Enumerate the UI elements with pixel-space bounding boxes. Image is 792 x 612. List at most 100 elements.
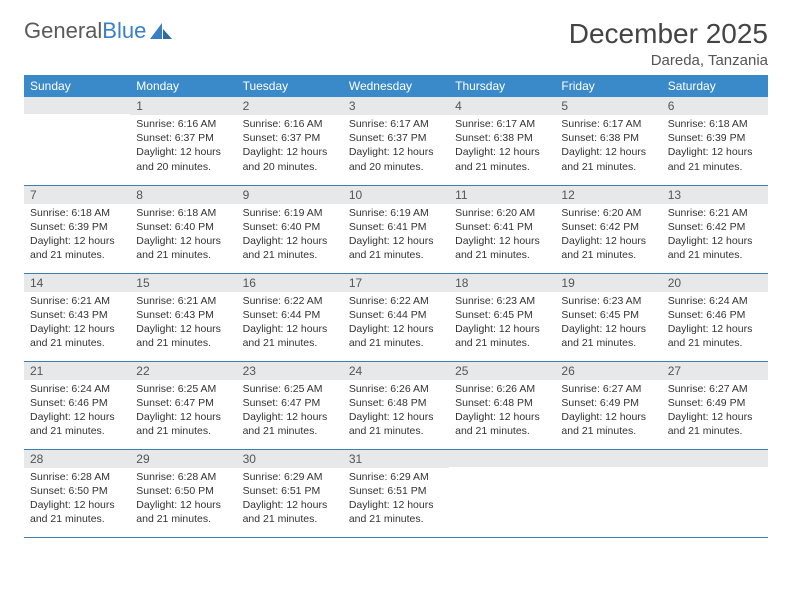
day-detail-line: Sunset: 6:44 PM [243, 308, 337, 322]
day-details: Sunrise: 6:24 AMSunset: 6:46 PMDaylight:… [662, 292, 768, 355]
day-number: 2 [237, 97, 343, 115]
day-number: 29 [130, 450, 236, 468]
day-detail-line: Sunrise: 6:22 AM [349, 294, 443, 308]
calendar-cell: 6Sunrise: 6:18 AMSunset: 6:39 PMDaylight… [662, 97, 768, 185]
day-detail-line: Sunset: 6:39 PM [30, 220, 124, 234]
brand-sail-icon [148, 21, 174, 41]
day-detail-line: Daylight: 12 hours and 21 minutes. [455, 145, 549, 173]
day-detail-line: Daylight: 12 hours and 21 minutes. [243, 498, 337, 526]
calendar-cell: 2Sunrise: 6:16 AMSunset: 6:37 PMDaylight… [237, 97, 343, 185]
day-details: Sunrise: 6:17 AMSunset: 6:38 PMDaylight:… [555, 115, 661, 178]
day-detail-line: Daylight: 12 hours and 21 minutes. [349, 410, 443, 438]
day-detail-line: Daylight: 12 hours and 21 minutes. [561, 234, 655, 262]
day-detail-line: Daylight: 12 hours and 21 minutes. [668, 322, 762, 350]
day-detail-line: Sunrise: 6:29 AM [349, 470, 443, 484]
day-number: 15 [130, 274, 236, 292]
day-detail-line: Sunset: 6:38 PM [455, 131, 549, 145]
calendar-cell [555, 449, 661, 537]
day-number: 24 [343, 362, 449, 380]
day-number: 11 [449, 186, 555, 204]
day-detail-line: Sunrise: 6:21 AM [30, 294, 124, 308]
day-number [24, 97, 130, 114]
day-detail-line: Daylight: 12 hours and 21 minutes. [668, 234, 762, 262]
calendar-cell [662, 449, 768, 537]
day-details: Sunrise: 6:25 AMSunset: 6:47 PMDaylight:… [237, 380, 343, 443]
day-detail-line: Sunset: 6:40 PM [136, 220, 230, 234]
day-details: Sunrise: 6:22 AMSunset: 6:44 PMDaylight:… [343, 292, 449, 355]
day-number: 13 [662, 186, 768, 204]
day-details: Sunrise: 6:28 AMSunset: 6:50 PMDaylight:… [24, 468, 130, 531]
day-details: Sunrise: 6:18 AMSunset: 6:39 PMDaylight:… [24, 204, 130, 267]
calendar-row: 7Sunrise: 6:18 AMSunset: 6:39 PMDaylight… [24, 185, 768, 273]
day-detail-line: Daylight: 12 hours and 21 minutes. [561, 410, 655, 438]
day-detail-line: Sunrise: 6:24 AM [30, 382, 124, 396]
calendar-cell: 12Sunrise: 6:20 AMSunset: 6:42 PMDayligh… [555, 185, 661, 273]
day-detail-line: Sunset: 6:39 PM [668, 131, 762, 145]
day-detail-line: Daylight: 12 hours and 21 minutes. [30, 322, 124, 350]
day-details: Sunrise: 6:23 AMSunset: 6:45 PMDaylight:… [449, 292, 555, 355]
calendar-cell: 21Sunrise: 6:24 AMSunset: 6:46 PMDayligh… [24, 361, 130, 449]
day-number: 23 [237, 362, 343, 380]
calendar-cell: 28Sunrise: 6:28 AMSunset: 6:50 PMDayligh… [24, 449, 130, 537]
day-detail-line: Daylight: 12 hours and 21 minutes. [136, 410, 230, 438]
day-detail-line: Daylight: 12 hours and 20 minutes. [349, 145, 443, 173]
day-details: Sunrise: 6:26 AMSunset: 6:48 PMDaylight:… [449, 380, 555, 443]
day-detail-line: Daylight: 12 hours and 21 minutes. [455, 322, 549, 350]
day-detail-line: Sunrise: 6:29 AM [243, 470, 337, 484]
day-details: Sunrise: 6:18 AMSunset: 6:40 PMDaylight:… [130, 204, 236, 267]
calendar-row: 28Sunrise: 6:28 AMSunset: 6:50 PMDayligh… [24, 449, 768, 537]
header: GeneralBlue December 2025 Dareda, Tanzan… [24, 18, 768, 69]
day-detail-line: Sunrise: 6:16 AM [136, 117, 230, 131]
day-detail-line: Daylight: 12 hours and 21 minutes. [30, 234, 124, 262]
day-details: Sunrise: 6:22 AMSunset: 6:44 PMDaylight:… [237, 292, 343, 355]
day-details: Sunrise: 6:27 AMSunset: 6:49 PMDaylight:… [662, 380, 768, 443]
day-detail-line: Sunrise: 6:18 AM [668, 117, 762, 131]
day-number: 31 [343, 450, 449, 468]
calendar-cell [449, 449, 555, 537]
calendar-table: Sunday Monday Tuesday Wednesday Thursday… [24, 75, 768, 538]
day-detail-line: Sunrise: 6:25 AM [243, 382, 337, 396]
calendar-cell: 20Sunrise: 6:24 AMSunset: 6:46 PMDayligh… [662, 273, 768, 361]
day-detail-line: Sunset: 6:45 PM [455, 308, 549, 322]
day-details: Sunrise: 6:21 AMSunset: 6:43 PMDaylight:… [24, 292, 130, 355]
day-detail-line: Daylight: 12 hours and 21 minutes. [243, 234, 337, 262]
day-details: Sunrise: 6:17 AMSunset: 6:37 PMDaylight:… [343, 115, 449, 178]
day-number: 28 [24, 450, 130, 468]
day-detail-line: Sunrise: 6:28 AM [30, 470, 124, 484]
calendar-cell: 11Sunrise: 6:20 AMSunset: 6:41 PMDayligh… [449, 185, 555, 273]
calendar-cell: 7Sunrise: 6:18 AMSunset: 6:39 PMDaylight… [24, 185, 130, 273]
day-detail-line: Daylight: 12 hours and 21 minutes. [561, 322, 655, 350]
calendar-cell: 10Sunrise: 6:19 AMSunset: 6:41 PMDayligh… [343, 185, 449, 273]
day-number: 1 [130, 97, 236, 115]
calendar-cell: 22Sunrise: 6:25 AMSunset: 6:47 PMDayligh… [130, 361, 236, 449]
day-number: 3 [343, 97, 449, 115]
day-number: 5 [555, 97, 661, 115]
day-detail-line: Sunrise: 6:17 AM [455, 117, 549, 131]
day-number: 10 [343, 186, 449, 204]
calendar-cell: 8Sunrise: 6:18 AMSunset: 6:40 PMDaylight… [130, 185, 236, 273]
day-detail-line: Daylight: 12 hours and 21 minutes. [136, 498, 230, 526]
day-detail-line: Sunset: 6:37 PM [243, 131, 337, 145]
day-detail-line: Sunset: 6:44 PM [349, 308, 443, 322]
day-number [449, 450, 555, 467]
weekday-header: Sunday [24, 75, 130, 97]
day-detail-line: Daylight: 12 hours and 21 minutes. [561, 145, 655, 173]
day-details: Sunrise: 6:17 AMSunset: 6:38 PMDaylight:… [449, 115, 555, 178]
day-number: 22 [130, 362, 236, 380]
day-detail-line: Sunset: 6:45 PM [561, 308, 655, 322]
day-detail-line: Daylight: 12 hours and 21 minutes. [349, 498, 443, 526]
day-detail-line: Sunset: 6:37 PM [349, 131, 443, 145]
day-detail-line: Sunrise: 6:21 AM [668, 206, 762, 220]
day-detail-line: Sunrise: 6:19 AM [349, 206, 443, 220]
day-number: 20 [662, 274, 768, 292]
day-detail-line: Daylight: 12 hours and 21 minutes. [668, 410, 762, 438]
day-number: 25 [449, 362, 555, 380]
day-detail-line: Sunrise: 6:26 AM [455, 382, 549, 396]
day-detail-line: Sunset: 6:47 PM [243, 396, 337, 410]
day-details: Sunrise: 6:29 AMSunset: 6:51 PMDaylight:… [237, 468, 343, 531]
day-details: Sunrise: 6:19 AMSunset: 6:40 PMDaylight:… [237, 204, 343, 267]
day-number: 17 [343, 274, 449, 292]
day-number: 4 [449, 97, 555, 115]
day-details: Sunrise: 6:24 AMSunset: 6:46 PMDaylight:… [24, 380, 130, 443]
day-detail-line: Sunset: 6:41 PM [349, 220, 443, 234]
